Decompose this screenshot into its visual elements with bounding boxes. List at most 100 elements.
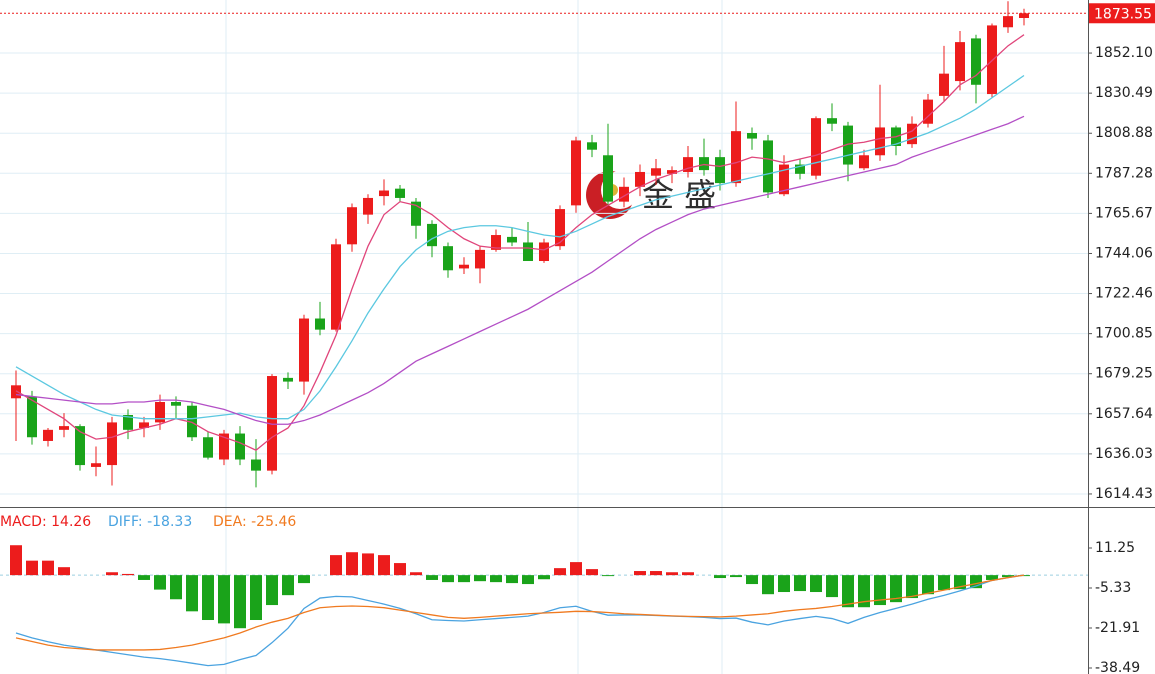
macd-bar bbox=[586, 569, 598, 576]
candle-body bbox=[779, 164, 789, 195]
candle-body bbox=[907, 123, 917, 145]
macd-bar bbox=[122, 573, 134, 576]
candle-body bbox=[203, 437, 213, 458]
macd-bar bbox=[538, 575, 550, 580]
macd-bar bbox=[346, 552, 358, 576]
candle-body bbox=[571, 140, 581, 206]
macd-bar bbox=[506, 575, 518, 584]
y-tick-label: -5.33 bbox=[1095, 580, 1131, 596]
y-tick-label: 11.25 bbox=[1095, 540, 1135, 556]
macd-bar bbox=[154, 575, 166, 590]
macd-bar bbox=[250, 575, 262, 621]
candle-body bbox=[27, 396, 37, 438]
candle-body bbox=[763, 140, 773, 193]
candle-body bbox=[171, 402, 181, 406]
candle-body bbox=[747, 133, 757, 139]
macd-bar bbox=[938, 575, 950, 591]
macd-bar bbox=[58, 567, 70, 576]
candle-body bbox=[651, 168, 661, 176]
macd-bar bbox=[746, 575, 758, 585]
macd-bar bbox=[234, 575, 246, 629]
macd-bar bbox=[826, 575, 838, 598]
macd-bar bbox=[458, 575, 470, 583]
macd-bar bbox=[474, 575, 486, 582]
candle-body bbox=[875, 127, 885, 156]
macd-bar bbox=[42, 560, 54, 576]
macd-bar bbox=[554, 568, 566, 576]
candle-body bbox=[75, 426, 85, 466]
candle-body bbox=[523, 242, 533, 262]
candle-body bbox=[507, 236, 517, 243]
y-tick-label: 1657.64 bbox=[1095, 406, 1153, 422]
candle-body bbox=[251, 459, 261, 471]
y-tick-label: 1765.67 bbox=[1095, 205, 1153, 221]
macd-bar bbox=[186, 575, 198, 612]
candle-body bbox=[187, 405, 197, 438]
macd-bar bbox=[634, 571, 646, 576]
line bbox=[15, 34, 1025, 451]
candle-body bbox=[795, 164, 805, 174]
candle-body bbox=[395, 188, 405, 198]
candle-body bbox=[859, 155, 869, 169]
y-tick-label: 1787.28 bbox=[1095, 165, 1153, 181]
macd-bar bbox=[378, 555, 390, 576]
y-tick-label: 1808.88 bbox=[1095, 125, 1153, 141]
macd-bar bbox=[778, 575, 790, 593]
macd-bar bbox=[330, 555, 342, 576]
candle-body bbox=[987, 25, 997, 95]
macd-bar bbox=[650, 571, 662, 576]
macd-bar bbox=[442, 575, 454, 583]
macd-bar bbox=[794, 575, 806, 592]
macd-bar bbox=[730, 575, 742, 578]
candle-body bbox=[267, 376, 277, 471]
macd-bar bbox=[682, 572, 694, 576]
macd-bar bbox=[202, 575, 214, 621]
candle-body bbox=[43, 429, 53, 441]
macd-bar bbox=[218, 575, 230, 624]
candle-body bbox=[539, 242, 549, 262]
macd-bar bbox=[298, 575, 310, 584]
candle-body bbox=[299, 318, 309, 382]
candle-body bbox=[331, 244, 341, 330]
candle-body bbox=[59, 426, 69, 430]
candle-body bbox=[971, 38, 981, 85]
candle-body bbox=[443, 246, 453, 271]
candle-body bbox=[715, 157, 725, 184]
macd-bar bbox=[170, 575, 182, 600]
last-price-label: 1873.55 bbox=[1094, 6, 1152, 22]
diff-label: DIFF: -18.33 bbox=[108, 514, 192, 530]
candle-body bbox=[315, 318, 325, 330]
macd-bar bbox=[138, 575, 150, 580]
candle-body bbox=[475, 249, 485, 269]
macd-bar bbox=[810, 575, 822, 593]
candle-body bbox=[811, 118, 821, 176]
y-tick-label: 1636.03 bbox=[1095, 446, 1153, 462]
y-tick-label: -38.49 bbox=[1095, 660, 1140, 674]
candle-body bbox=[235, 433, 245, 460]
macd-bar bbox=[426, 575, 438, 580]
y-tick-label: 1679.25 bbox=[1095, 366, 1153, 382]
macd-bar bbox=[410, 572, 422, 576]
macd-bar bbox=[26, 560, 38, 576]
y-tick-label: 1744.06 bbox=[1095, 245, 1153, 261]
candle-body bbox=[363, 197, 373, 215]
macd-bar bbox=[858, 575, 870, 608]
candle-body bbox=[411, 201, 421, 226]
macd-bar bbox=[1002, 575, 1014, 578]
macd-bar bbox=[570, 562, 582, 576]
macd-bar bbox=[874, 575, 886, 606]
y-tick-label: 1852.10 bbox=[1095, 45, 1153, 61]
candle-body bbox=[923, 99, 933, 124]
last-price-tag bbox=[1089, 3, 1155, 24]
candle-body bbox=[139, 422, 149, 428]
candle-body bbox=[379, 190, 389, 197]
candle-body bbox=[683, 157, 693, 172]
candle-body bbox=[667, 170, 677, 174]
line bbox=[15, 74, 1025, 420]
macd-bar bbox=[762, 575, 774, 595]
macd-bar bbox=[394, 563, 406, 576]
candle-body bbox=[619, 186, 629, 202]
candle-body bbox=[1003, 16, 1013, 28]
